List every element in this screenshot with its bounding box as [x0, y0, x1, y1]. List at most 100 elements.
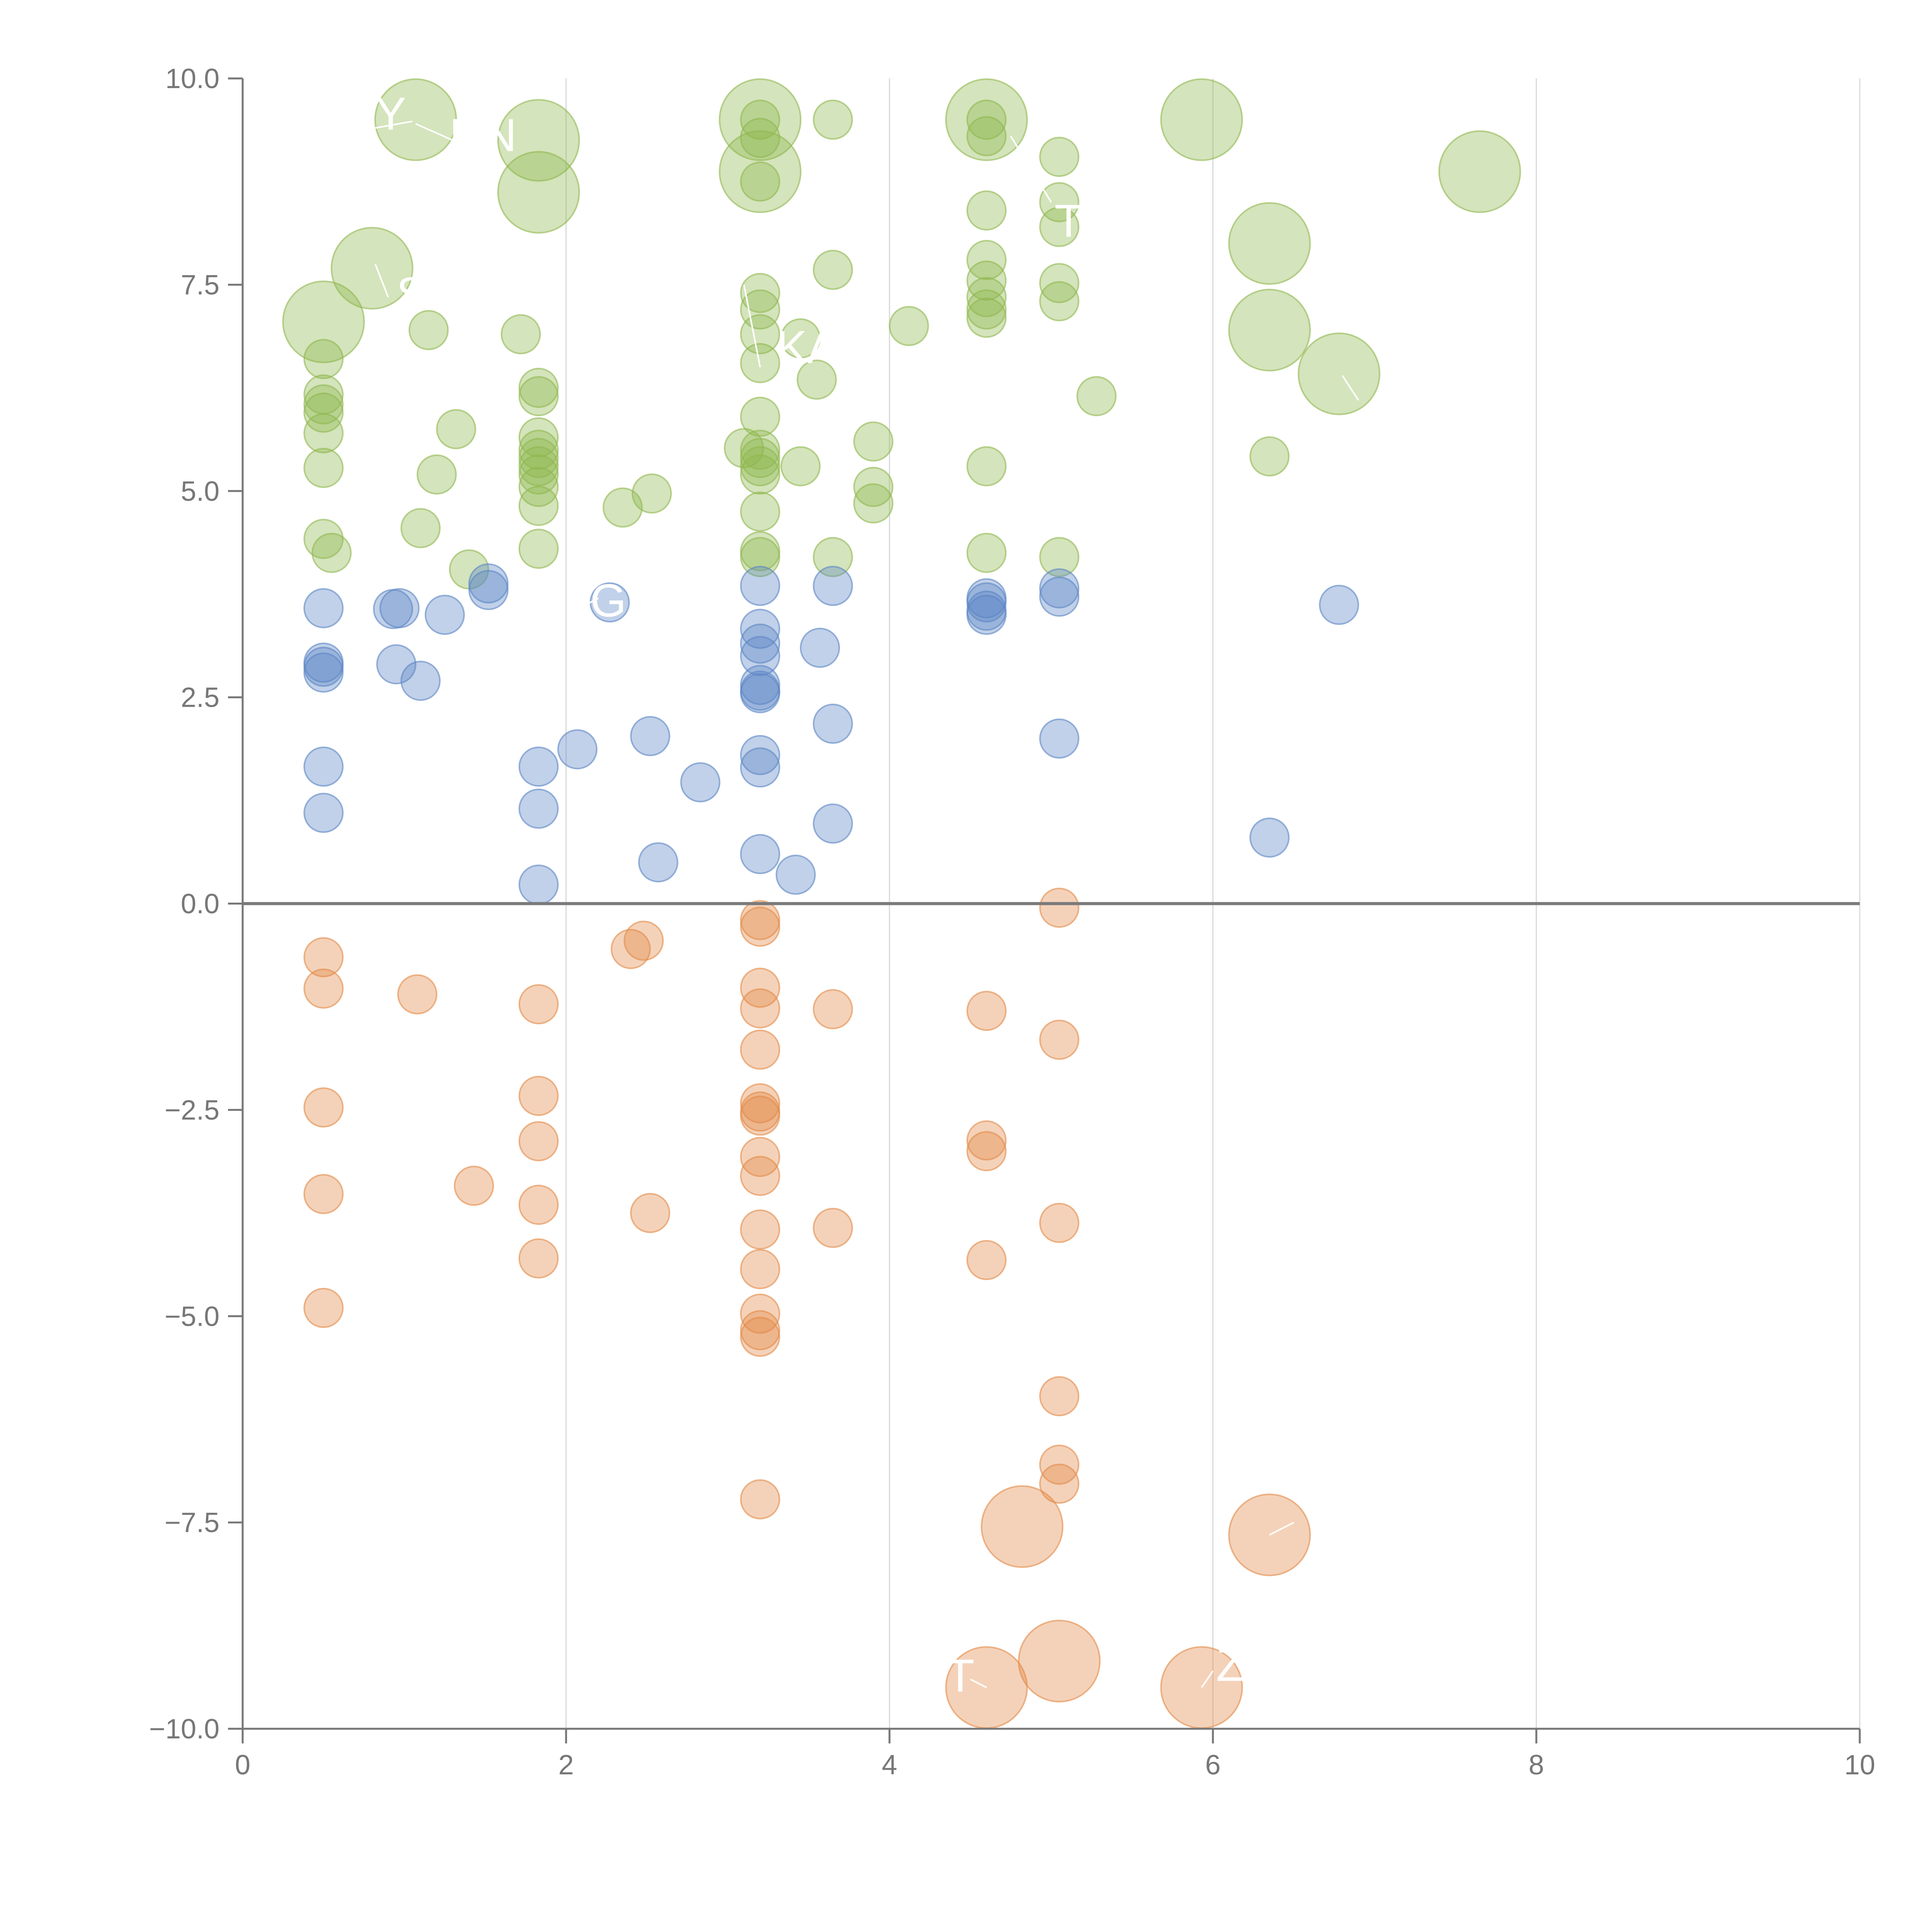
point-blue-7 — [379, 588, 420, 628]
point-orange-22 — [740, 1095, 781, 1136]
point-orange-19 — [740, 1029, 781, 1070]
point-blue-16 — [557, 729, 598, 770]
point-blue-3 — [303, 652, 344, 693]
annotation-label: T — [1054, 195, 1083, 247]
annotation-leader-line — [743, 284, 761, 367]
point-green-5 — [719, 78, 802, 161]
y-tick-label: −10.0 — [149, 1714, 219, 1745]
point-orange-33 — [966, 991, 1007, 1031]
point-green-60 — [813, 537, 853, 577]
point-blue-23 — [740, 623, 781, 664]
point-green-33 — [518, 454, 559, 495]
point-green-15 — [303, 384, 344, 425]
y-tick-label: 7.5 — [181, 270, 219, 301]
point-green-77 — [1039, 207, 1080, 247]
point-blue-5 — [303, 793, 344, 833]
x-tick-label: 6 — [1205, 1750, 1221, 1781]
annotation-label: Y — [375, 88, 406, 139]
point-orange-1 — [303, 968, 344, 1009]
point-blue-35 — [813, 803, 853, 844]
point-green-1 — [330, 227, 413, 310]
point-green-53 — [740, 454, 781, 495]
y-tick-label: −7.5 — [165, 1507, 219, 1538]
point-green-52 — [740, 446, 781, 486]
point-orange-14 — [630, 1193, 670, 1233]
point-blue-14 — [518, 788, 559, 829]
point-orange-20 — [740, 1083, 781, 1124]
point-orange-36 — [966, 1240, 1007, 1280]
point-green-17 — [303, 413, 344, 454]
point-green-35 — [518, 486, 559, 526]
point-green-24 — [400, 508, 441, 548]
point-blue-24 — [740, 636, 781, 676]
point-green-80 — [1039, 537, 1080, 577]
point-orange-37 — [1039, 888, 1080, 928]
point-blue-41 — [1039, 577, 1080, 617]
y-tick-label: 5.0 — [181, 476, 219, 507]
point-green-26 — [500, 314, 541, 354]
point-green-32 — [518, 446, 559, 486]
point-green-21 — [408, 310, 449, 350]
point-blue-30 — [740, 834, 781, 874]
point-blue-29 — [740, 747, 781, 788]
point-orange-3 — [303, 1174, 344, 1214]
point-blue-12 — [468, 570, 509, 610]
point-orange-4 — [303, 1287, 344, 1328]
point-orange-10 — [518, 1185, 559, 1225]
point-green-6 — [719, 130, 802, 213]
point-blue-42 — [1039, 718, 1080, 759]
point-green-31 — [518, 438, 559, 478]
y-tick-label: 0.0 — [181, 889, 219, 920]
point-orange-34 — [966, 1120, 1007, 1161]
x-tick-label: 2 — [558, 1750, 574, 1781]
point-green-4 — [497, 151, 580, 234]
point-green-41 — [740, 161, 781, 202]
annotation-label: A — [1367, 382, 1398, 434]
point-green-42 — [740, 273, 781, 313]
point-green-58 — [813, 99, 853, 140]
point-blue-34 — [813, 704, 853, 744]
point-green-28 — [518, 376, 559, 417]
annotation-label: KAV — [776, 321, 866, 373]
point-green-23 — [417, 454, 457, 495]
point-green-8 — [1160, 78, 1243, 161]
point-green-2 — [374, 78, 457, 161]
y-tick-label: 2.5 — [181, 682, 219, 713]
point-blue-33 — [813, 566, 853, 606]
point-orange-45 — [1018, 1619, 1101, 1702]
point-orange-25 — [740, 1209, 781, 1250]
point-blue-32 — [800, 628, 840, 668]
point-green-46 — [780, 318, 821, 359]
point-blue-13 — [518, 747, 559, 787]
annotation-leader-line — [1201, 1670, 1214, 1688]
point-green-20 — [311, 532, 352, 573]
point-orange-24 — [740, 1156, 781, 1196]
point-green-62 — [853, 467, 894, 507]
point-orange-12 — [611, 929, 651, 969]
point-orange-18 — [740, 988, 781, 1029]
point-green-30 — [518, 430, 559, 470]
point-green-55 — [740, 531, 781, 571]
point-orange-7 — [518, 984, 559, 1024]
annotation-leader-line — [582, 597, 599, 607]
point-green-10 — [1228, 202, 1311, 285]
point-green-38 — [631, 473, 672, 514]
annotation-leader-line — [970, 1679, 987, 1689]
point-green-61 — [853, 421, 894, 462]
point-orange-27 — [740, 1293, 781, 1334]
point-green-67 — [966, 190, 1007, 231]
annotation-label: G — [590, 575, 626, 626]
point-green-57 — [780, 446, 821, 486]
point-orange-40 — [1039, 1376, 1080, 1417]
point-blue-18 — [630, 716, 670, 756]
point-green-16 — [303, 392, 344, 433]
point-green-18 — [303, 448, 344, 488]
point-blue-9 — [400, 660, 441, 701]
point-green-65 — [966, 99, 1007, 140]
point-orange-6 — [454, 1165, 494, 1206]
point-green-39 — [740, 99, 781, 140]
point-green-59 — [813, 250, 853, 290]
annotation-label: UN — [450, 109, 517, 161]
point-green-54 — [740, 492, 781, 532]
